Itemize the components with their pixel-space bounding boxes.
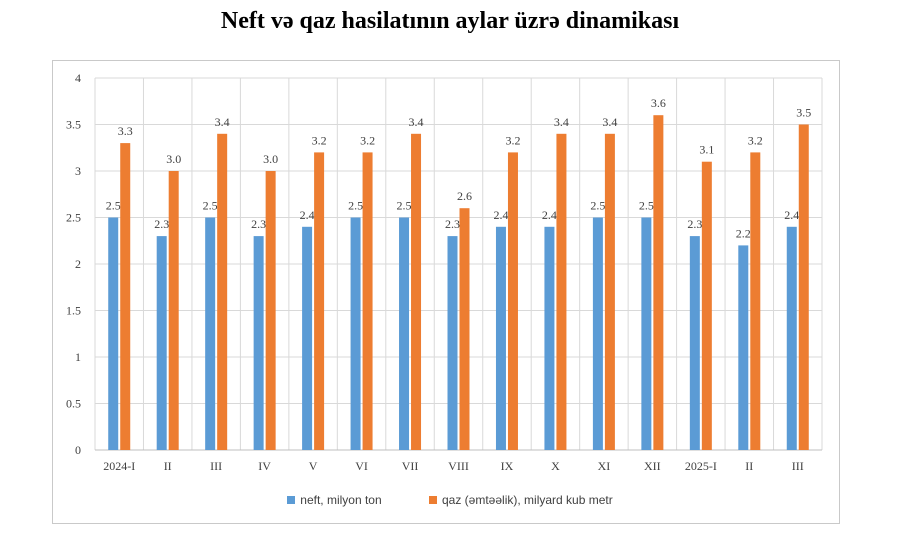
y-tick-label: 0.5 <box>66 397 81 411</box>
y-tick-label: 2 <box>75 257 81 271</box>
bar-neft <box>302 226 313 450</box>
bar-qaz <box>314 152 325 450</box>
x-tick-label: V <box>309 459 318 473</box>
data-label-neft: 2.5 <box>106 199 121 213</box>
legend-item-neft: neft, milyon ton <box>287 493 382 507</box>
data-label-neft: 2.3 <box>445 217 460 231</box>
bar-neft <box>495 226 506 450</box>
bar-neft <box>689 236 700 450</box>
bar-neft <box>592 217 603 450</box>
data-label-neft: 2.5 <box>590 199 605 213</box>
data-label-qaz: 3.4 <box>215 115 230 129</box>
data-label-qaz: 3.2 <box>312 133 327 147</box>
x-tick-label: III <box>792 459 804 473</box>
legend-label-neft: neft, milyon ton <box>300 493 382 507</box>
bar-neft <box>786 226 797 450</box>
x-tick-label: IV <box>258 459 271 473</box>
y-tick-label: 2.5 <box>66 211 81 225</box>
y-tick-label: 0 <box>75 443 81 457</box>
data-label-qaz: 3.4 <box>409 115 424 129</box>
bar-neft <box>253 236 264 450</box>
data-label-qaz: 3.1 <box>699 143 714 157</box>
bar-qaz <box>168 171 179 450</box>
bar-qaz <box>459 208 470 450</box>
bar-qaz <box>556 133 567 451</box>
data-label-neft: 2.5 <box>348 199 363 213</box>
bar-qaz <box>507 152 518 450</box>
data-label-qaz: 3.2 <box>748 133 763 147</box>
chart-title: Neft və qaz hasilatının aylar üzrə dinam… <box>220 8 680 34</box>
data-label-qaz: 3.5 <box>796 106 811 120</box>
bar-neft <box>544 226 555 450</box>
x-tick-label: 2024-I <box>103 459 135 473</box>
x-tick-label: VII <box>402 459 419 473</box>
x-tick-label: VIII <box>448 459 469 473</box>
x-tick-label: III <box>210 459 222 473</box>
x-tick-label: II <box>745 459 753 473</box>
bar-neft <box>399 217 410 450</box>
data-label-neft: 2.3 <box>154 217 169 231</box>
bar-qaz <box>750 152 761 450</box>
bar-neft <box>350 217 361 450</box>
data-label-qaz: 2.6 <box>457 189 472 203</box>
x-tick-label: II <box>164 459 172 473</box>
legend-swatch-neft <box>287 496 296 504</box>
x-tick-label: VI <box>355 459 368 473</box>
y-tick-label: 1 <box>75 350 81 364</box>
y-tick-label: 1.5 <box>66 304 81 318</box>
bar-qaz <box>362 152 373 450</box>
data-label-neft: 2.5 <box>397 199 412 213</box>
bar-neft <box>205 217 216 450</box>
x-tick-label: XII <box>644 459 661 473</box>
data-label-neft: 2.4 <box>493 208 508 222</box>
bar-neft <box>108 217 119 450</box>
bar-neft <box>738 245 749 450</box>
x-tick-label: X <box>551 459 560 473</box>
data-label-neft: 2.3 <box>687 217 702 231</box>
data-label-neft: 2.5 <box>203 199 218 213</box>
x-tick-label: 2025-I <box>685 459 717 473</box>
bar-qaz <box>701 161 712 450</box>
bar-qaz <box>411 133 422 451</box>
data-label-qaz: 3.0 <box>166 152 181 166</box>
bar-qaz <box>120 143 131 450</box>
bar-qaz <box>265 171 276 450</box>
bar-neft <box>447 236 458 450</box>
data-label-qaz: 3.2 <box>505 133 520 147</box>
data-label-qaz: 3.2 <box>360 133 375 147</box>
y-tick-label: 4 <box>75 71 81 85</box>
bar-neft <box>641 217 652 450</box>
data-label-qaz: 3.4 <box>602 115 617 129</box>
data-label-neft: 2.3 <box>251 217 266 231</box>
data-label-qaz: 3.0 <box>263 152 278 166</box>
data-label-qaz: 3.6 <box>651 96 666 110</box>
data-label-neft: 2.5 <box>639 199 654 213</box>
y-tick-label: 3 <box>75 164 81 178</box>
x-tick-label: XI <box>598 459 611 473</box>
bar-neft <box>156 236 167 450</box>
data-label-neft: 2.2 <box>736 226 751 240</box>
y-tick-label: 3.5 <box>66 118 81 132</box>
bar-qaz <box>798 124 809 450</box>
bar-qaz <box>653 115 664 450</box>
chart-legend: neft, milyon ton qaz (əmtəəlik), milyard… <box>0 493 900 507</box>
data-label-qaz: 3.4 <box>554 115 569 129</box>
legend-swatch-qaz <box>429 496 437 504</box>
legend-label-qaz: qaz (əmtəəlik), milyard kub metr <box>442 493 613 507</box>
data-label-neft: 2.4 <box>300 208 315 222</box>
bar-qaz <box>604 133 615 451</box>
x-tick-label: IX <box>501 459 514 473</box>
data-label-qaz: 3.3 <box>118 124 133 138</box>
data-label-neft: 2.4 <box>542 208 557 222</box>
bar-qaz <box>217 133 228 451</box>
data-label-neft: 2.4 <box>784 208 799 222</box>
legend-item-qaz: qaz (əmtəəlik), milyard kub metr <box>429 493 613 507</box>
